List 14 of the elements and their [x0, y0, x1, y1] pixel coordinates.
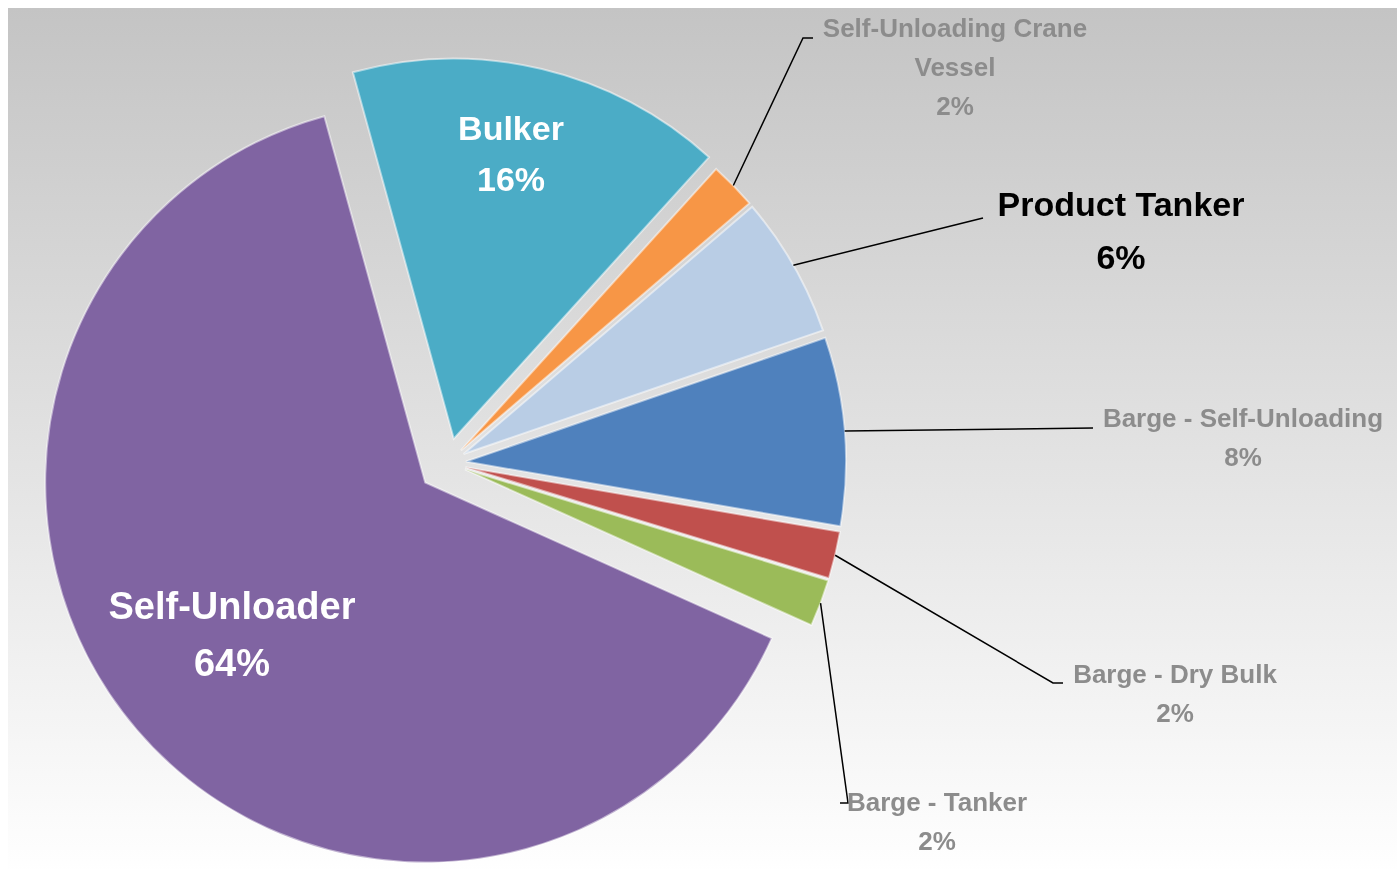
- data-label: 64%: [193, 642, 271, 685]
- slice-label: Bulker: [458, 108, 564, 147]
- slice-label: Barge - Dry Bulk: [1073, 659, 1278, 690]
- data-label: 2%: [918, 826, 956, 857]
- slice-label: Self-Unloader: [108, 585, 356, 628]
- slice-label: Barge - Tanker: [846, 787, 1028, 818]
- data-label: 2%: [1156, 698, 1194, 729]
- data-label: 2%: [936, 91, 974, 122]
- slice-label: Product Tanker: [997, 184, 1245, 223]
- slice-label: Barge - Self-Unloading: [1102, 403, 1384, 434]
- data-label: 8%: [1224, 442, 1262, 473]
- data-label: 6%: [1096, 238, 1146, 277]
- data-label: 16%: [476, 159, 546, 198]
- slice-label: Self-Unloading Crane Vessel: [822, 13, 1088, 83]
